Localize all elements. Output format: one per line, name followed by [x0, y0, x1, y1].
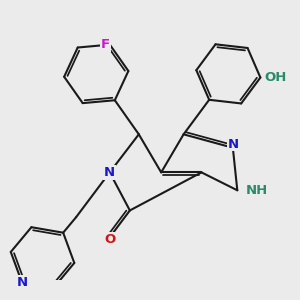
Text: N: N [104, 166, 115, 179]
Text: O: O [104, 233, 115, 246]
Text: OH: OH [265, 71, 287, 84]
Text: N: N [16, 276, 28, 289]
Text: N: N [227, 138, 239, 151]
Text: NH: NH [245, 184, 268, 197]
Text: F: F [101, 38, 110, 51]
